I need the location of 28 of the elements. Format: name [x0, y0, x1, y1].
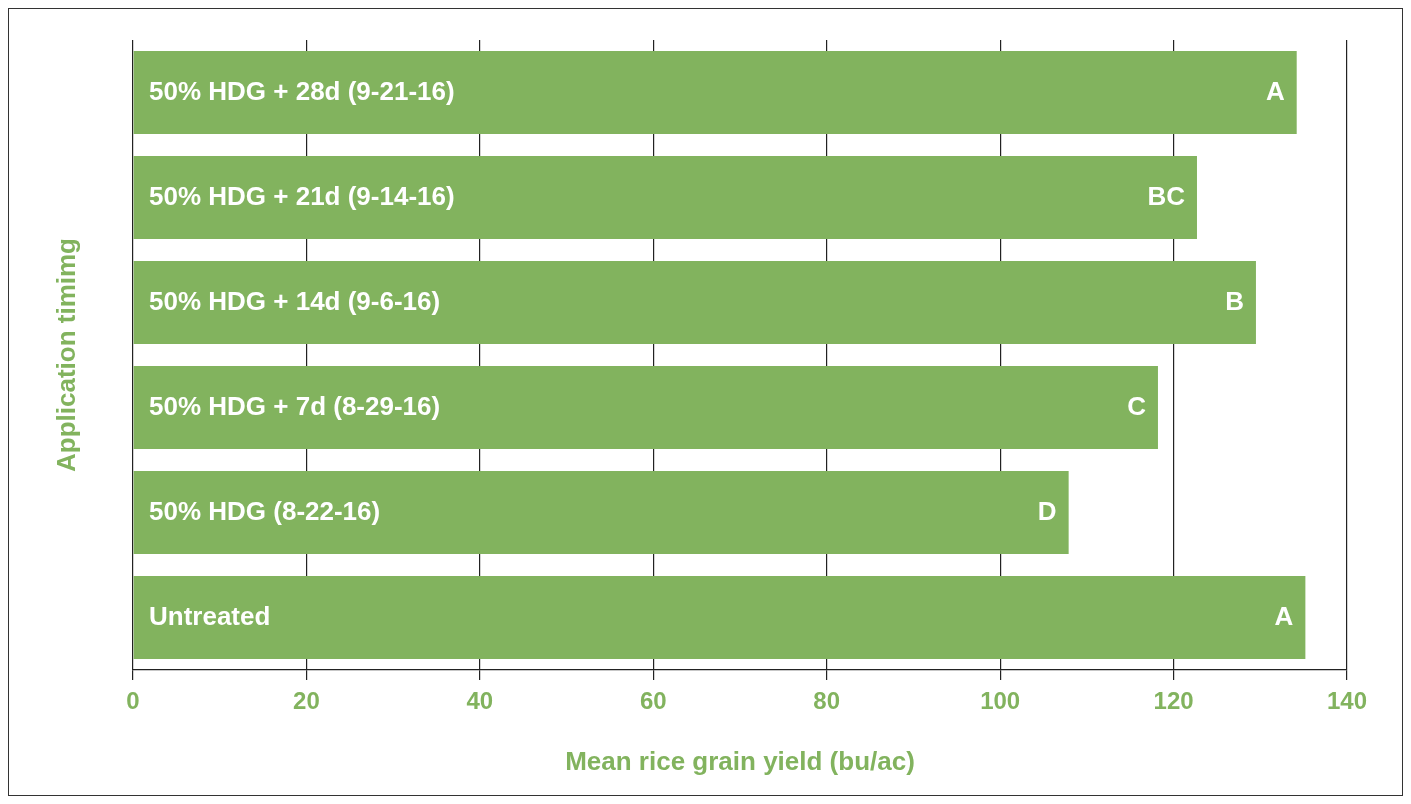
- x-axis-title: Mean rice grain yield (bu/ac): [565, 745, 915, 776]
- y-tick-label: 50% HDG (8-22-16): [149, 495, 381, 526]
- y-tick-label: Untreated: [149, 600, 271, 631]
- bar: [133, 51, 1297, 134]
- y-tick-label: 50% HDG + 21d (9-14-16): [149, 180, 455, 211]
- annotation: C: [1127, 390, 1147, 421]
- annotation: B: [1225, 285, 1244, 316]
- x-tick-label: 120: [1153, 687, 1194, 715]
- x-tick-label: 60: [639, 687, 667, 715]
- bar: [133, 471, 1069, 554]
- annotation: A: [1274, 600, 1294, 631]
- x-tick-label: 40: [466, 687, 494, 715]
- x-tick-label: 80: [813, 687, 841, 715]
- annotation: D: [1037, 495, 1057, 526]
- bar: [133, 576, 1306, 659]
- x-tick-label: 20: [293, 687, 320, 715]
- bar: [133, 261, 1256, 344]
- y-tick-label: 50% HDG + 7d (8-29-16): [149, 390, 441, 421]
- bar: [133, 156, 1197, 239]
- bar: [133, 366, 1158, 449]
- y-tick-label: 50% HDG + 14d (9-6-16): [149, 285, 441, 316]
- annotation: A: [1265, 75, 1285, 106]
- x-tick-label: 100: [980, 687, 1021, 715]
- x-tick-label: 140: [1326, 687, 1368, 715]
- y-tick-label: 50% HDG + 28d (9-21-16): [149, 75, 455, 106]
- y-axis-title: Application timimg: [50, 238, 81, 472]
- x-tick-label: 0: [126, 687, 140, 715]
- annotation: BC: [1147, 180, 1186, 211]
